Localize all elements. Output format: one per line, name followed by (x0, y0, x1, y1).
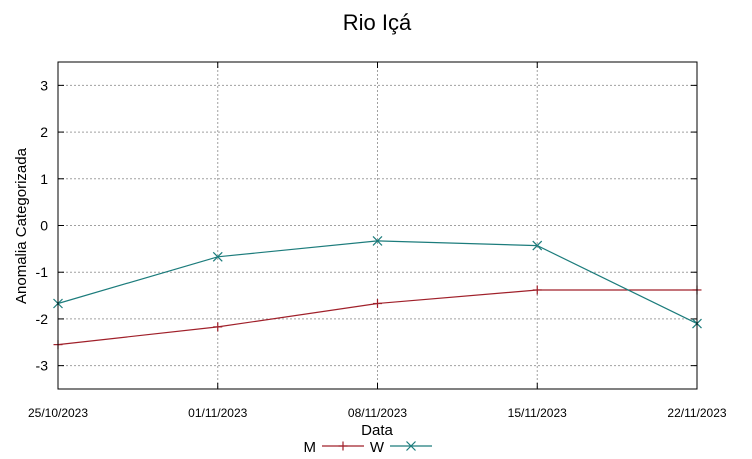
x-tick-label: 25/10/2023 (28, 406, 88, 420)
data-point-W (532, 240, 543, 251)
legend-label-M: M (304, 439, 317, 456)
data-point-M (213, 322, 223, 332)
x-tick-label: 22/11/2023 (667, 406, 726, 420)
grid-lines (58, 62, 697, 389)
data-point-W (212, 251, 223, 262)
legend-marker-W (406, 441, 416, 451)
y-axis-label: Anomalia Categorizada (13, 147, 30, 304)
legend-marker-M (338, 441, 348, 451)
x-axis-ticks: 25/10/2023 01/11/2023 08/11/2023 15/11/2023… (28, 62, 727, 420)
y-tick-label: 3 (40, 77, 48, 93)
y-tick-label: -2 (36, 311, 49, 327)
legend-label-W: W (370, 439, 385, 456)
x-axis-label: Data (361, 422, 393, 439)
y-tick-label: 2 (40, 124, 48, 140)
x-tick-label: 08/11/2023 (348, 406, 407, 420)
y-tick-label: -1 (36, 264, 49, 280)
plot-frame (57, 61, 698, 390)
data-point-M (373, 299, 382, 309)
x-tick-label: 15/11/2023 (508, 406, 567, 420)
y-tick-label: 0 (40, 218, 48, 234)
y-axis-ticks: 3 2 1 0 -1 -2 -3 (36, 77, 697, 374)
y-tick-label: 1 (40, 171, 48, 187)
data-point-W (372, 235, 383, 246)
x-tick-label: 01/11/2023 (188, 406, 247, 420)
y-tick-label: -3 (36, 358, 49, 374)
data-point-M (532, 285, 542, 295)
chart-title: Rio Içá (343, 10, 412, 35)
series-lines (53, 235, 702, 350)
